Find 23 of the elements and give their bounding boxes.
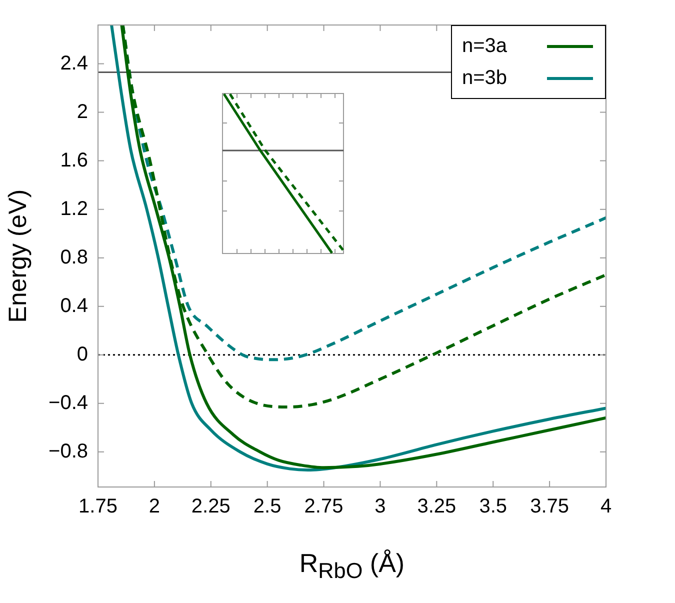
legend-label: n=3b bbox=[462, 66, 508, 90]
x-tick-label: 3.25 bbox=[417, 496, 456, 518]
x-tick-label: 2 bbox=[148, 496, 160, 518]
x-tick-label: 4 bbox=[600, 496, 612, 518]
y-tick-label: 0.8 bbox=[60, 246, 88, 268]
x-tick-label: 3.5 bbox=[479, 496, 508, 518]
y-tick-label: −0.4 bbox=[48, 392, 88, 414]
legend-label: n=3a bbox=[462, 34, 508, 58]
x-tick-label: 3.75 bbox=[530, 496, 570, 518]
y-tick-label: 1.2 bbox=[60, 198, 88, 220]
x-tick-label: 2.25 bbox=[191, 496, 230, 518]
x-axis-title: R$_{RbO}$ (Å) bbox=[298, 548, 406, 584]
y-tick-label: 2 bbox=[76, 100, 88, 123]
x-tick-label: 2.5 bbox=[253, 496, 282, 518]
x-tick-label: 3 bbox=[374, 496, 386, 518]
y-axis-title: Energy (eV) bbox=[4, 189, 32, 323]
x-tick-label: 1.75 bbox=[78, 496, 118, 518]
y-tick-label: 0.4 bbox=[60, 294, 88, 317]
x-tick-label: 2.75 bbox=[304, 496, 344, 518]
y-tick-label: −0.8 bbox=[48, 440, 88, 462]
y-tick-label: 1.6 bbox=[60, 149, 88, 172]
y-tick-label: 2.4 bbox=[60, 52, 88, 74]
y-tick-label: 0 bbox=[76, 343, 88, 366]
